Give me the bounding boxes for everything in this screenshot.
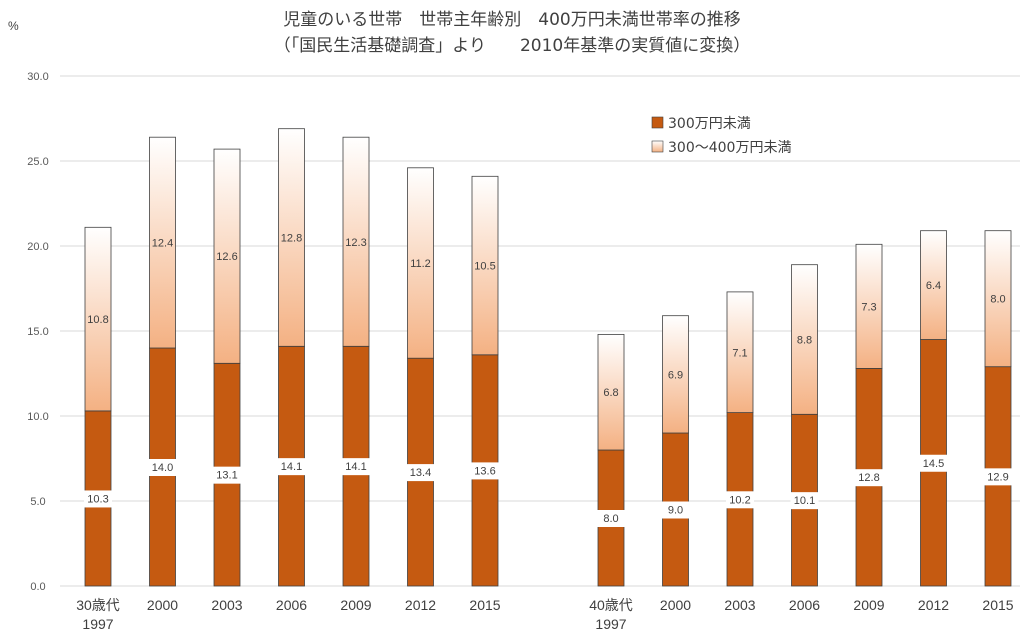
bars	[84, 128, 1012, 587]
category-label: 2012	[918, 597, 949, 613]
data-label-series1: 14.0	[152, 462, 173, 474]
data-label-bg	[726, 491, 754, 509]
data-labels: 10.3 10.8 14.0 12.4 13.1 12.6 14.1 12.8 14.1 12.3…	[84, 233, 1012, 527]
data-label-series1: 12.8	[858, 472, 879, 484]
bar-series2	[920, 230, 947, 340]
data-label-series1: 12.9	[987, 471, 1008, 483]
bar-series2	[278, 128, 305, 347]
category-label: 2006	[789, 597, 820, 613]
data-label-series1: 14.1	[281, 461, 302, 473]
bar-series2	[213, 148, 241, 364]
data-label-bg	[597, 510, 625, 527]
category-label: 2009	[340, 597, 371, 613]
category-label: 2012	[405, 597, 436, 613]
category-label: 2000	[147, 597, 178, 613]
y-tick-label: 10.0	[27, 411, 48, 423]
y-tick-label: 25.0	[27, 156, 48, 168]
bar-series2	[855, 243, 883, 369]
data-label-series1: 13.1	[216, 470, 237, 482]
y-axis-unit: %	[8, 19, 19, 33]
legend-label-series2: 300～400万円未満	[668, 140, 791, 156]
category-label: 30歳代	[76, 597, 120, 613]
legend: 300万円未満 300～400万円未満	[651, 116, 791, 156]
legend-swatch-series1	[651, 116, 664, 129]
bar-series2	[597, 333, 625, 451]
data-label-bg	[855, 469, 883, 487]
category-label: 2006	[276, 597, 307, 613]
data-label-series1: 13.4	[410, 467, 431, 479]
data-label-series1: 14.5	[923, 458, 944, 470]
bar-series2	[662, 315, 689, 434]
chart-subtitle: （「国民生活基礎調査」より 2010年基準の実質値に変換）	[274, 36, 750, 56]
category-label: 2003	[724, 597, 755, 613]
data-label-bg	[919, 454, 948, 472]
chart-title: 児童のいる世帯 世帯主年齢別 400万円未満世帯率の推移	[283, 10, 740, 30]
category-label: 2000	[660, 597, 691, 613]
data-label-series2: 7.1	[732, 347, 747, 359]
data-label-bg	[790, 492, 819, 510]
data-label-series2: 8.8	[797, 335, 812, 347]
data-label-series2: 10.5	[474, 261, 495, 273]
data-label-series2: 12.8	[281, 233, 302, 245]
data-label-bg	[342, 458, 370, 476]
data-label-series1: 10.3	[87, 493, 108, 505]
category-label: 1997	[82, 616, 113, 632]
category-label: 2015	[982, 597, 1013, 613]
bar-series2	[342, 136, 370, 347]
data-label-series1: 10.1	[794, 495, 815, 507]
category-label: 40歳代	[589, 597, 633, 613]
legend-swatch-series2	[651, 140, 664, 153]
bar-series2	[471, 175, 499, 356]
bar-series2	[407, 167, 434, 359]
data-label-series2: 7.3	[861, 301, 876, 313]
data-label-bg	[984, 468, 1012, 486]
bar-series2	[149, 136, 176, 349]
data-label-series2: 8.0	[990, 294, 1005, 306]
data-label-series2: 10.8	[87, 314, 108, 326]
bar-series2	[791, 264, 818, 415]
data-label-series1: 10.2	[729, 494, 750, 506]
data-label-series1: 9.0	[668, 505, 683, 517]
data-label-series1: 14.1	[345, 461, 366, 473]
bar-series2	[726, 291, 754, 413]
data-label-series2: 12.6	[216, 251, 237, 263]
data-label-bg	[84, 490, 112, 508]
y-axis-ticks: 0.0 5.0 10.0 15.0 20.0 25.0 30.0	[27, 71, 48, 593]
data-label-series2: 6.8	[603, 387, 618, 399]
y-tick-label: 0.0	[30, 581, 45, 593]
legend-label-series1: 300万円未満	[668, 116, 751, 132]
data-label-bg	[406, 464, 435, 482]
bar-series2	[84, 226, 112, 412]
y-tick-label: 5.0	[30, 496, 45, 508]
data-label-series2: 11.2	[410, 258, 431, 270]
category-labels: 30歳代 1997 2000 2003 2006 2009 2012 2015 40歳代 1997…	[76, 597, 1014, 632]
data-label-series1: 13.6	[474, 465, 495, 477]
category-label: 2003	[211, 597, 242, 613]
data-label-series2: 12.4	[152, 238, 173, 250]
y-tick-label: 20.0	[27, 241, 48, 253]
data-label-series2: 6.4	[926, 280, 941, 292]
data-label-bg	[471, 462, 499, 480]
y-tick-label: 15.0	[27, 326, 48, 338]
data-label-bg	[148, 459, 177, 476]
data-label-series2: 6.9	[668, 369, 683, 381]
data-label-series1: 8.0	[603, 513, 618, 525]
bar-series2	[984, 230, 1012, 368]
data-label-bg	[661, 501, 690, 519]
data-label-bg	[277, 458, 306, 476]
data-label-series2: 12.3	[345, 237, 366, 249]
data-label-bg	[213, 466, 241, 484]
category-label: 1997	[595, 616, 626, 632]
category-label: 2009	[853, 597, 884, 613]
category-label: 2015	[469, 597, 500, 613]
y-tick-label: 30.0	[27, 71, 48, 83]
